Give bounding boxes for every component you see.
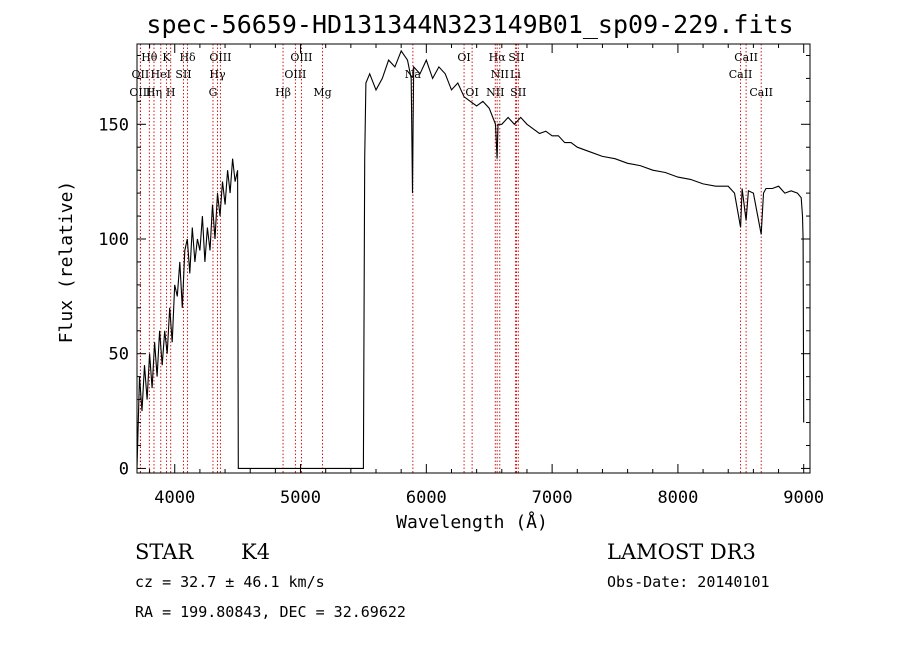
axis-ticks: 4000 5000 6000 7000 8000 9000 0 50 100 150 <box>98 44 824 508</box>
line-label: Hη <box>146 86 162 99</box>
line-label: K <box>162 51 171 64</box>
y-tick-label: 0 <box>119 459 129 479</box>
line-label: CaII <box>729 68 753 81</box>
y-axis-label: Flux (relative) <box>56 181 77 344</box>
line-label: Mg <box>313 86 331 99</box>
line-label: OII <box>132 68 150 81</box>
line-label: OIII <box>290 51 312 64</box>
line-label: HeI <box>151 68 171 81</box>
line-label: CaII <box>734 51 758 64</box>
line-label: OIII <box>129 86 151 99</box>
x-tick-label: 7000 <box>532 488 573 508</box>
chart-title: spec-56659-HD131344N323149B01_sp09-229.f… <box>146 10 793 39</box>
x-tick-label: 8000 <box>657 488 698 508</box>
x-tick-label: 9000 <box>783 488 824 508</box>
line-label: OI <box>465 86 478 99</box>
line-label: NII <box>486 86 504 99</box>
line-label: Hθ <box>141 51 158 64</box>
x-tick-label: 5000 <box>280 488 321 508</box>
line-label: H <box>166 86 176 99</box>
y-tick-label: 100 <box>98 230 129 250</box>
y-tick-label: 50 <box>109 345 129 365</box>
line-label: Hγ <box>209 68 226 81</box>
x-tick-label: 6000 <box>406 488 447 508</box>
y-tick-label: 150 <box>98 115 129 135</box>
line-label: OIII <box>209 51 231 64</box>
x-tick-label: 4000 <box>154 488 195 508</box>
line-label: Hβ <box>275 86 291 99</box>
line-label: Hδ <box>179 51 196 64</box>
line-label: Li <box>510 68 521 81</box>
plot-frame <box>136 43 811 474</box>
line-label: Hα <box>489 51 507 64</box>
line-label: OI <box>457 51 470 64</box>
line-label: SII <box>508 51 524 64</box>
line-label: G <box>209 86 218 99</box>
line-label: SII <box>510 86 526 99</box>
line-label: CaII <box>749 86 773 99</box>
line-label: NII <box>491 68 509 81</box>
object-class: STAR <box>135 540 194 564</box>
survey-name: LAMOST DR3 <box>607 540 756 564</box>
object-subclass: K4 <box>241 540 271 564</box>
obs-date: Obs-Date: 20140101 <box>607 573 770 591</box>
redshift-readout: cz = 32.7 ± 46.1 km/s <box>135 573 325 591</box>
line-label: SII <box>175 68 191 81</box>
spectrum-series-line <box>136 49 805 469</box>
line-label: OIII <box>284 68 306 81</box>
coordinates-readout: RA = 199.80843, DEC = 32.69622 <box>135 603 406 621</box>
x-axis-label: Wavelength (Å) <box>396 511 548 533</box>
